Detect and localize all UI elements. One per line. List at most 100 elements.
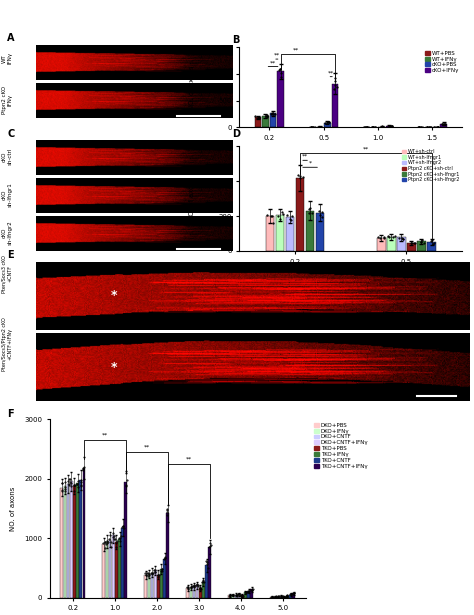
Bar xyxy=(112,535,115,598)
Bar xyxy=(67,483,70,598)
Text: *: * xyxy=(309,161,312,165)
Bar xyxy=(70,482,73,598)
Text: Ptpn2 cKO
IFNγ: Ptpn2 cKO IFNγ xyxy=(2,86,12,114)
Bar xyxy=(440,124,447,127)
Bar xyxy=(106,541,108,598)
Bar xyxy=(238,594,240,598)
Bar xyxy=(125,482,127,598)
Bar xyxy=(417,241,426,251)
Bar xyxy=(157,574,160,598)
Bar xyxy=(118,539,121,598)
Bar xyxy=(186,589,189,598)
Y-axis label: NO. of axons: NO. of axons xyxy=(10,486,17,531)
Bar xyxy=(262,116,269,127)
Bar xyxy=(82,468,85,598)
Bar xyxy=(154,571,156,598)
Bar xyxy=(147,574,150,598)
Bar xyxy=(115,542,118,598)
Text: B: B xyxy=(232,35,240,45)
Y-axis label: NO. of axons: NO. of axons xyxy=(189,65,195,109)
Text: **: ** xyxy=(293,47,300,52)
Bar xyxy=(205,565,208,598)
Bar xyxy=(235,595,237,598)
Bar xyxy=(76,483,79,598)
Bar xyxy=(231,595,234,598)
Bar xyxy=(427,242,436,251)
Text: **: ** xyxy=(302,154,308,159)
Bar xyxy=(283,597,285,598)
Legend: WT+PBS, WT+IFNγ, cKO+PBS, cKO+IFNγ: WT+PBS, WT+IFNγ, cKO+PBS, cKO+IFNγ xyxy=(424,50,459,74)
Text: **: ** xyxy=(144,445,150,450)
Text: cKO
sh-Ifngr2: cKO sh-Ifngr2 xyxy=(2,221,12,245)
Bar xyxy=(241,595,244,598)
Bar xyxy=(273,597,276,598)
Bar xyxy=(324,122,331,127)
Bar xyxy=(280,597,283,598)
Bar xyxy=(316,213,324,251)
Y-axis label: NO. of axons: NO. of axons xyxy=(189,177,195,221)
Text: Pten/Socs3/Ptpn2 cKO
+CNTF+IFNγ: Pten/Socs3/Ptpn2 cKO +CNTF+IFNγ xyxy=(2,317,12,371)
Text: *: * xyxy=(110,360,117,374)
Bar xyxy=(270,597,273,598)
Bar xyxy=(270,113,276,127)
Bar xyxy=(250,589,253,598)
Bar xyxy=(296,178,304,251)
Bar xyxy=(286,217,294,251)
Bar xyxy=(228,595,231,598)
Bar xyxy=(286,596,289,598)
Bar xyxy=(247,591,250,598)
Text: **: ** xyxy=(186,457,192,462)
Bar xyxy=(160,569,163,598)
Bar xyxy=(192,587,195,598)
Bar xyxy=(277,71,284,127)
Text: Pten/Socs3 cKO
+CNTF: Pten/Socs3 cKO +CNTF xyxy=(2,255,12,293)
X-axis label: Distances to lesion site (mm): Distances to lesion site (mm) xyxy=(300,270,402,277)
Text: **: ** xyxy=(270,60,276,65)
Text: cKO
sh-ctrl: cKO sh-ctrl xyxy=(2,148,12,165)
Bar xyxy=(377,238,386,251)
Bar xyxy=(121,528,124,598)
Text: C: C xyxy=(7,129,14,138)
Bar xyxy=(145,575,147,598)
Text: A: A xyxy=(7,33,15,43)
Text: **: ** xyxy=(102,433,108,438)
Bar xyxy=(407,243,416,251)
Bar xyxy=(196,585,199,598)
Bar xyxy=(102,544,105,598)
Bar xyxy=(164,558,166,598)
Legend: WT+sh-ctrl, WT+sh-Ifngr1, WT+sh-Ifngr2, Ptpn2 cKO+sh-ctrl, Ptpn2 cKO+sh-Ifngr1, : WT+sh-ctrl, WT+sh-Ifngr1, WT+sh-Ifngr2, … xyxy=(401,149,460,183)
Text: **: ** xyxy=(274,53,280,58)
Bar xyxy=(292,593,295,598)
Bar xyxy=(289,595,292,598)
Text: D: D xyxy=(232,129,240,138)
Bar xyxy=(306,211,314,251)
Bar xyxy=(332,84,338,127)
Text: WT
IFNγ: WT IFNγ xyxy=(2,52,12,65)
Bar xyxy=(209,547,211,598)
Bar xyxy=(386,126,392,127)
Bar xyxy=(190,587,192,598)
X-axis label: Distances to lesion site (mm): Distances to lesion site (mm) xyxy=(300,146,402,153)
Bar xyxy=(64,486,66,598)
Legend: DKO+PBS, DKO+IFNγ, DKO+CNTF, DKO+CNTF+IFNγ, TKO+PBS, TKO+IFNγ, TKO+CNTF, TKO+CNT: DKO+PBS, DKO+IFNγ, DKO+CNTF, DKO+CNTF+IF… xyxy=(314,423,369,469)
Bar xyxy=(151,573,154,598)
Bar xyxy=(255,117,261,127)
Bar xyxy=(397,237,406,251)
Text: **: ** xyxy=(328,70,334,75)
Text: E: E xyxy=(7,250,14,260)
Text: cKO
sh-Ifngr1: cKO sh-Ifngr1 xyxy=(2,183,12,207)
Bar xyxy=(79,480,82,598)
Bar xyxy=(244,592,247,598)
Bar xyxy=(387,237,396,251)
Text: F: F xyxy=(7,409,14,419)
Text: *: * xyxy=(110,289,117,303)
Bar xyxy=(73,486,76,598)
Bar xyxy=(266,216,274,251)
Bar xyxy=(199,588,201,598)
Bar xyxy=(277,597,279,598)
Bar xyxy=(202,582,205,598)
Text: **: ** xyxy=(363,147,369,152)
Bar xyxy=(61,488,63,598)
Bar xyxy=(109,539,111,598)
Bar xyxy=(166,514,169,598)
